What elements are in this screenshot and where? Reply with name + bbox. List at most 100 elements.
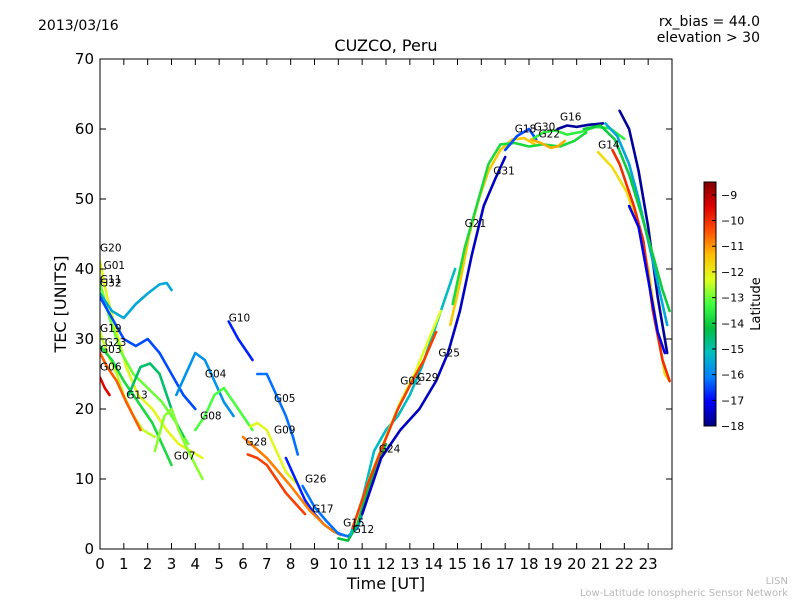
x-tick-label: 1 xyxy=(119,555,129,573)
sat-label-g29: G29 xyxy=(417,372,439,384)
sat-label-g13: G13 xyxy=(126,390,148,402)
colorbar-tick-label: −9 xyxy=(721,189,737,202)
series-line-g11 xyxy=(100,281,173,320)
series-line-g09 xyxy=(248,421,297,484)
x-tick-label: 21 xyxy=(591,555,610,573)
colorbar-label: Latitude xyxy=(749,277,764,331)
sat-label-g08: G08 xyxy=(200,411,222,423)
y-tick-label: 10 xyxy=(75,470,94,488)
y-tick-label: 20 xyxy=(75,400,94,418)
y-tick-label: 0 xyxy=(84,540,94,558)
series-line-g06 xyxy=(100,376,111,397)
series-line-g07 xyxy=(153,407,204,481)
sat-label-g25: G25 xyxy=(438,348,460,360)
series-line-g08 xyxy=(194,386,254,432)
y-axis-label: TEC [UNITS] xyxy=(51,256,70,354)
x-tick-label: 4 xyxy=(191,555,201,573)
y-tick-label: 70 xyxy=(75,50,94,68)
colorbar xyxy=(703,181,717,427)
x-tick-label: 7 xyxy=(262,555,272,573)
x-tick-label: 0 xyxy=(95,555,105,573)
x-tick-label: 3 xyxy=(167,555,177,573)
sat-label-g07: G07 xyxy=(174,450,196,462)
x-tick-label: 19 xyxy=(543,555,562,573)
series-line-g29 xyxy=(351,330,438,530)
x-tick-label: 15 xyxy=(448,555,467,573)
colorbar-tick-label: −16 xyxy=(721,369,744,382)
x-tick-label: 16 xyxy=(472,555,491,573)
series-line-g17 xyxy=(241,435,342,537)
x-tick-label: 6 xyxy=(238,555,248,573)
y-tick-label: 40 xyxy=(75,260,94,278)
x-tick-label: 13 xyxy=(400,555,419,573)
x-tick-label: 9 xyxy=(310,555,320,573)
series-line-g35 xyxy=(604,122,669,327)
y-tick-label: 60 xyxy=(75,120,94,138)
series-line-g27 xyxy=(618,109,669,355)
sat-label-g01: G01 xyxy=(104,260,126,272)
sat-label-g24: G24 xyxy=(379,443,401,455)
series-line-g28 xyxy=(246,453,307,516)
sat-label-g22: G22 xyxy=(539,128,561,140)
series-line-g18 xyxy=(503,127,538,152)
sat-label-g04: G04 xyxy=(205,369,227,381)
x-tick-label: 10 xyxy=(329,555,348,573)
series-line-g12 xyxy=(337,442,388,542)
sat-label-g20: G20 xyxy=(100,243,122,255)
sat-label-g28: G28 xyxy=(245,436,267,448)
x-tick-label: 8 xyxy=(286,555,296,573)
colorbar-tick-label: −10 xyxy=(721,215,744,228)
x-tick-label: 23 xyxy=(639,555,658,573)
sat-label-g31: G31 xyxy=(493,166,515,178)
series-line-g15 xyxy=(301,484,369,538)
x-tick-label: 18 xyxy=(519,555,538,573)
sat-label-g18: G18 xyxy=(515,124,537,136)
series-line-g20 xyxy=(100,260,204,460)
sat-label-g21: G21 xyxy=(465,218,487,230)
series-line-g31 xyxy=(451,131,588,306)
x-tick-label: 5 xyxy=(214,555,224,573)
sat-label-g32: G32 xyxy=(100,278,122,290)
colorbar-tick-label: −13 xyxy=(721,292,744,305)
series-line-g25 xyxy=(360,155,507,516)
data-lines xyxy=(100,109,671,542)
x-tick-label: 14 xyxy=(424,555,443,573)
x-tick-label: 20 xyxy=(567,555,586,573)
sat-label-g10: G10 xyxy=(229,313,251,325)
credit-lisn: LISN xyxy=(765,576,788,587)
chart-title: CUZCO, Peru xyxy=(334,36,438,55)
sat-label-g15: G15 xyxy=(343,518,365,530)
colorbar-tick-label: −18 xyxy=(721,420,744,433)
sat-label-g05: G05 xyxy=(274,393,296,405)
sat-label-g30: G30 xyxy=(534,121,556,133)
y-tick-label: 50 xyxy=(75,190,94,208)
x-tick-label: 17 xyxy=(496,555,515,573)
series-line-g03 xyxy=(100,351,142,432)
colorbar-tick-label: −11 xyxy=(721,240,744,253)
sat-label-g02: G02 xyxy=(400,376,422,388)
x-tick-label: 11 xyxy=(353,555,372,573)
x-tick-label: 12 xyxy=(376,555,395,573)
credit-network: Low-Latitude Ionospheric Sensor Network xyxy=(580,588,788,599)
date-label: 2013/03/16 xyxy=(38,18,119,34)
series-line-g36 xyxy=(582,124,671,313)
series-line-g04 xyxy=(175,351,235,418)
series-line-g16 xyxy=(556,122,605,131)
series-line-g10 xyxy=(227,320,254,362)
sat-label-g03: G03 xyxy=(100,344,122,356)
series-line-g22 xyxy=(532,125,626,141)
sat-label-g17: G17 xyxy=(312,504,334,516)
series-line-g30 xyxy=(530,138,567,150)
series-line-g21 xyxy=(449,136,538,327)
sat-label-g11: G11 xyxy=(100,274,122,286)
sat-label-g09: G09 xyxy=(274,425,296,437)
rx-bias-label: rx_bias = 44.0 xyxy=(658,14,760,30)
sat-label-g06: G06 xyxy=(100,362,122,374)
colorbar-tick-label: −17 xyxy=(721,394,744,407)
sat-label-g26: G26 xyxy=(305,474,327,486)
series-line-g38 xyxy=(627,204,667,355)
elevation-label: elevation > 30 xyxy=(656,30,760,46)
colorbar-ticks: −18 −17 −16 −15 −14 −13 −12 −11 −10 −9 xyxy=(712,189,744,433)
